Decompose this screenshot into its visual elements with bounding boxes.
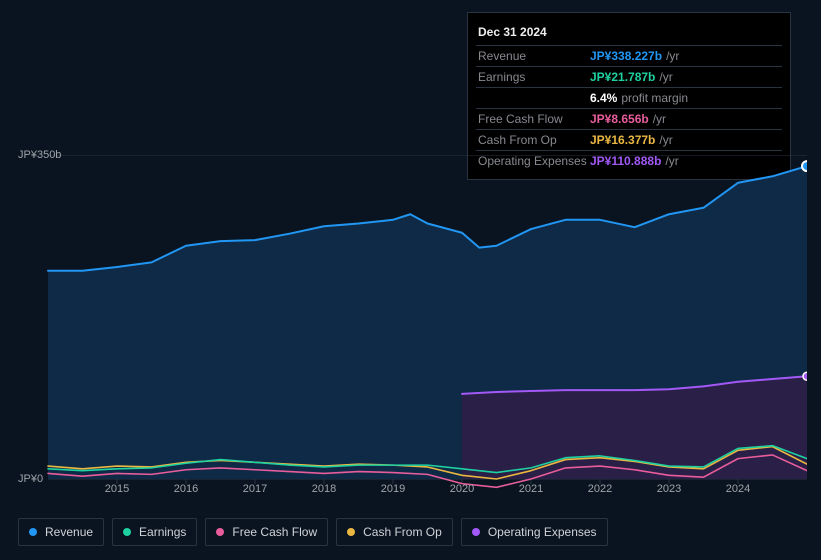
x-axis-label: 2021: [519, 483, 543, 495]
x-axis-label: 2023: [657, 483, 681, 495]
legend-label: Revenue: [45, 525, 93, 539]
legend-item-cfo[interactable]: Cash From Op: [336, 518, 453, 546]
legend-item-earnings[interactable]: Earnings: [112, 518, 197, 546]
x-axis-label: 2016: [174, 483, 198, 495]
tooltip-row-suffix: /yr: [659, 133, 672, 147]
tooltip-row-suffix: /yr: [653, 112, 666, 126]
legend-dot-icon: [29, 528, 37, 536]
legend-dot-icon: [216, 528, 224, 536]
line-area-chart: [18, 155, 807, 499]
legend-label: Cash From Op: [363, 525, 442, 539]
legend-item-revenue[interactable]: Revenue: [18, 518, 104, 546]
legend-dot-icon: [123, 528, 131, 536]
tooltip-date: Dec 31 2024: [476, 21, 782, 45]
tooltip-row-label: Free Cash Flow: [478, 112, 590, 126]
tooltip-row-label: Earnings: [478, 70, 590, 84]
tooltip-row-value: JP¥16.377b: [590, 133, 655, 147]
legend-item-fcf[interactable]: Free Cash Flow: [205, 518, 328, 546]
tooltip-row-value: JP¥8.656b: [590, 112, 649, 126]
tooltip-row: RevenueJP¥338.227b/yr: [476, 45, 782, 66]
legend-item-opex[interactable]: Operating Expenses: [461, 518, 608, 546]
tooltip-row: Free Cash FlowJP¥8.656b/yr: [476, 108, 782, 129]
tooltip-row: EarningsJP¥21.787b/yr: [476, 66, 782, 87]
tooltip-row-value: JP¥21.787b: [590, 70, 655, 84]
y-axis-label: JP¥0: [18, 473, 43, 485]
x-axis-label: 2017: [243, 483, 267, 495]
x-axis-label: 2015: [105, 483, 129, 495]
tooltip-row-value: 6.4%: [590, 91, 617, 105]
tooltip-row: 6.4% profit margin: [476, 87, 782, 108]
chart-container: Dec 31 2024 RevenueJP¥338.227b/yrEarning…: [0, 0, 821, 560]
tooltip-row-label: Revenue: [478, 49, 590, 63]
legend-label: Free Cash Flow: [232, 525, 317, 539]
legend: Revenue Earnings Free Cash Flow Cash From O…: [18, 518, 608, 546]
legend-dot-icon: [347, 528, 355, 536]
legend-label: Earnings: [139, 525, 186, 539]
tooltip-row-suffix: profit margin: [621, 91, 688, 105]
tooltip-row-value: JP¥338.227b: [590, 49, 662, 63]
x-axis-label: 2022: [588, 483, 612, 495]
x-axis-label: 2019: [381, 483, 405, 495]
chart-area[interactable]: JP¥350bJP¥0 2015201620172018201920202021…: [18, 155, 807, 515]
tooltip-row-suffix: /yr: [659, 70, 672, 84]
x-axis-label: 2020: [450, 483, 474, 495]
y-axis-label: JP¥350b: [18, 149, 61, 161]
legend-dot-icon: [472, 528, 480, 536]
tooltip-row-suffix: /yr: [666, 49, 679, 63]
tooltip-row: Cash From OpJP¥16.377b/yr: [476, 129, 782, 150]
legend-label: Operating Expenses: [488, 525, 597, 539]
x-axis-label: 2018: [312, 483, 336, 495]
tooltip-row-label: Cash From Op: [478, 133, 590, 147]
x-axis-label: 2024: [726, 483, 750, 495]
